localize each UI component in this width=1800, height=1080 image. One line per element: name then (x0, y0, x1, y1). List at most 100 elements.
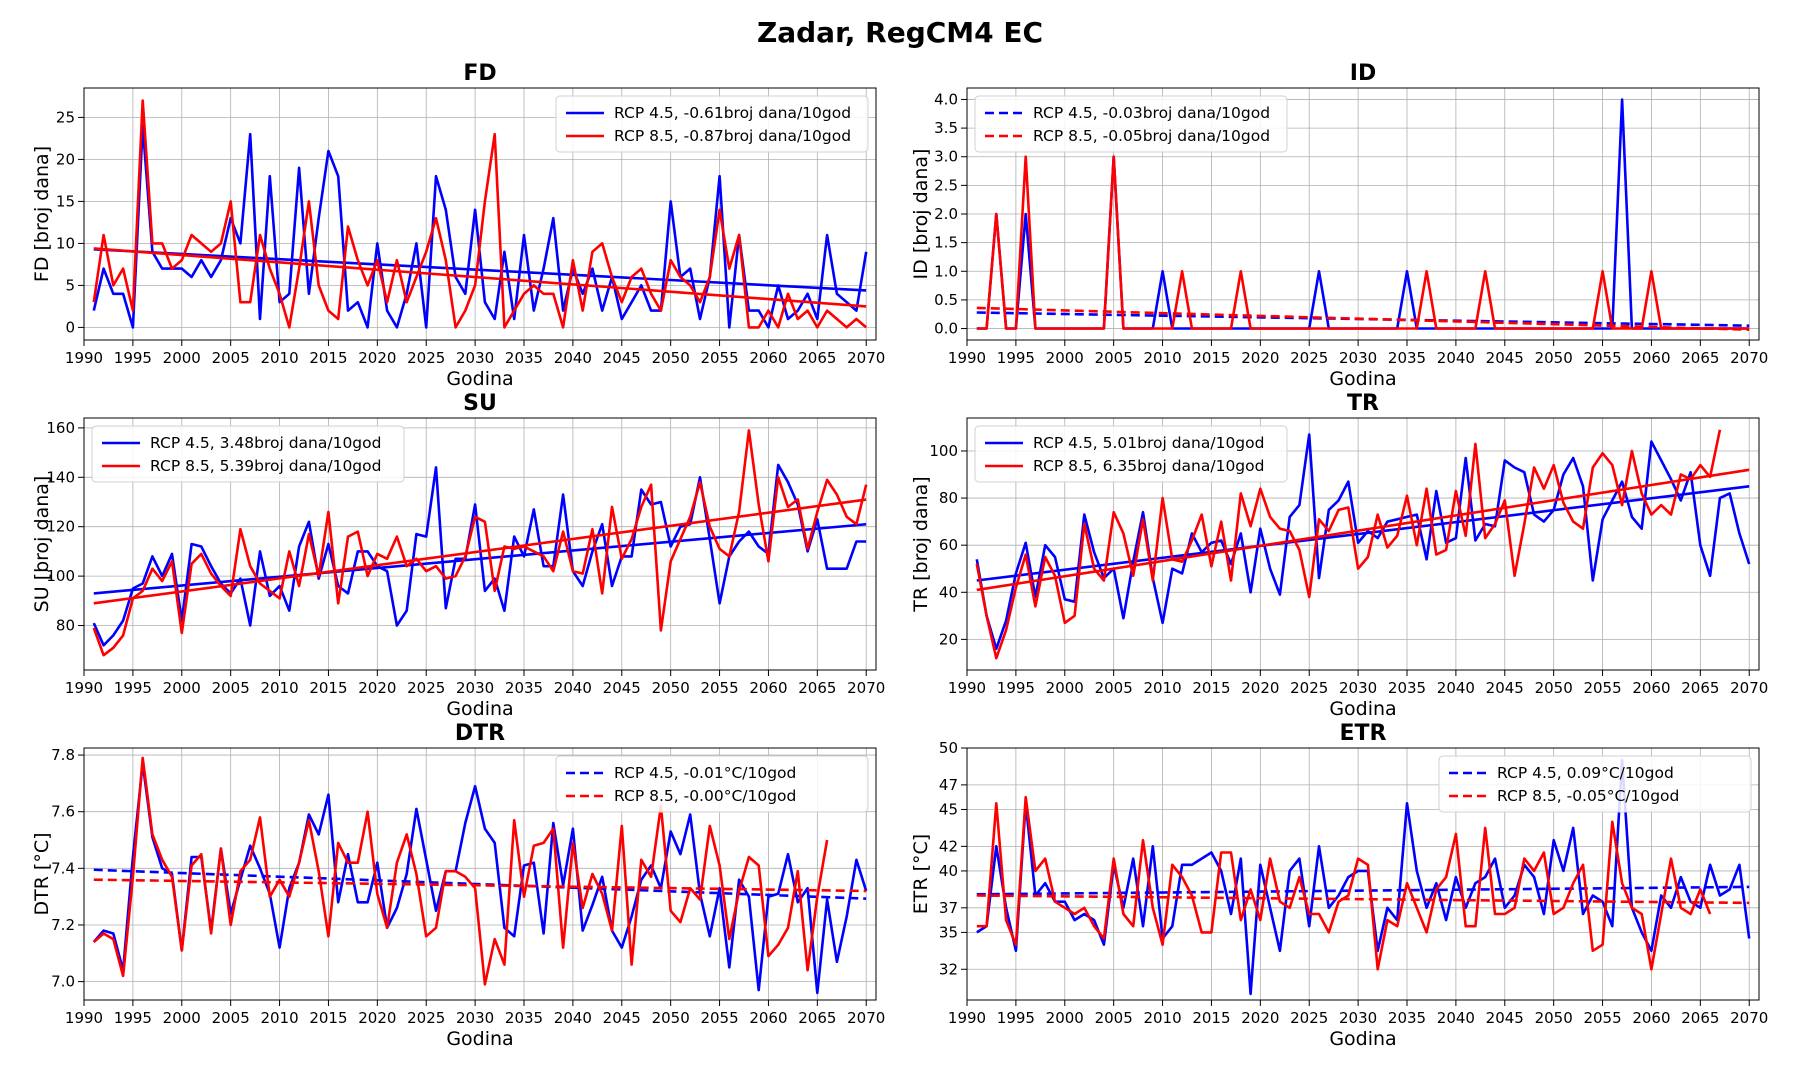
legend-entry: RCP 4.5, -0.61broj dana/10god (614, 104, 851, 122)
x-tick-label: 2020 (1241, 1009, 1279, 1027)
x-tick-label: 2055 (1583, 349, 1621, 367)
x-tick-label: 2065 (798, 1009, 836, 1027)
x-tick-label: 2030 (1339, 349, 1377, 367)
x-tick-label: 2045 (603, 679, 641, 697)
x-tick-label: 2035 (1388, 679, 1426, 697)
series-line-rcp45 (92, 463, 867, 647)
x-tick-label: 1990 (948, 679, 986, 697)
x-tick-label: 2045 (1486, 1009, 1524, 1027)
trend-line-rcp85 (976, 306, 1750, 331)
panel-title: DTR (455, 721, 505, 746)
plot-area (92, 756, 868, 995)
legend-entry: RCP 8.5, -0.05°C/10god (1497, 787, 1679, 805)
trend-line-rcp45 (93, 522, 867, 595)
legend: RCP 4.5, -0.03broj dana/10god RCP 8.5, -0… (974, 95, 1288, 153)
panel-title: FD (463, 61, 496, 86)
x-axis-label: Godina (1329, 698, 1396, 720)
series-line-rcp85 (975, 429, 1722, 660)
plot-area (92, 429, 868, 657)
y-tick-label: 0.5 (934, 291, 958, 309)
x-tick-label: 2000 (1046, 349, 1084, 367)
x-tick-label: 1995 (997, 1009, 1035, 1027)
x-tick-label: 2050 (652, 349, 690, 367)
x-tick-label: 2050 (652, 1009, 690, 1027)
x-tick-label: 2065 (1681, 679, 1719, 697)
x-tick-label: 2035 (505, 1009, 543, 1027)
x-tick-label: 2030 (456, 679, 494, 697)
trend-line-rcp85 (93, 878, 867, 893)
y-tick-label: 40 (939, 862, 958, 880)
x-axis-label: Godina (446, 1028, 513, 1050)
chart-dtr: 1990 1995 2000 2005 2010 2015 2020 2025 2030 2035… (31, 721, 885, 1050)
legend-entry: RCP 4.5, 0.09°C/10god (1497, 764, 1674, 782)
x-axis-label: Godina (1329, 368, 1396, 390)
x-tick-label: 2020 (1241, 349, 1279, 367)
chart-tr: 1990 1995 2000 2005 2010 2015 2020 2025 2030 2035… (910, 391, 1768, 720)
x-tick-label: 2020 (358, 679, 396, 697)
x-tick-label: 2015 (309, 349, 347, 367)
x-tick-label: 2030 (456, 349, 494, 367)
y-tick-label: 3.5 (934, 119, 958, 137)
y-tick-label: 4.0 (934, 90, 958, 108)
x-tick-label: 2050 (652, 679, 690, 697)
series-line-rcp45 (92, 124, 868, 329)
legend: RCP 4.5, 5.01broj dana/10god RCP 8.5, 6.3… (974, 425, 1288, 483)
y-tick-label: 7.0 (51, 973, 75, 991)
x-tick-label: 2005 (1095, 1009, 1133, 1027)
x-tick-label: 2025 (1290, 349, 1328, 367)
legend-entry: RCP 4.5, 3.48broj dana/10god (150, 434, 381, 452)
axes-frame (966, 87, 1760, 341)
panel-title: TR (1347, 391, 1379, 416)
y-tick-label: 7.6 (51, 803, 75, 821)
trend-line-rcp45 (976, 885, 1750, 896)
axes-frame (966, 747, 1760, 1001)
x-tick-label: 2030 (456, 1009, 494, 1027)
y-tick-label: 35 (939, 923, 958, 941)
y-tick-label: 3.0 (934, 148, 958, 166)
x-tick-label: 1990 (65, 1009, 103, 1027)
x-tick-label: 2040 (554, 679, 592, 697)
y-tick-label: 20 (56, 150, 75, 168)
x-tick-label: 2040 (1437, 349, 1475, 367)
series-line-rcp85 (92, 429, 868, 657)
chart-etr: 1990 1995 2000 2005 2010 2015 2020 2025 2030 2035… (910, 721, 1768, 1050)
legend-entry: RCP 4.5, 5.01broj dana/10god (1033, 434, 1264, 452)
x-tick-label: 2035 (505, 349, 543, 367)
y-tick-label: 1.0 (934, 262, 958, 280)
series-line-rcp85 (976, 795, 1712, 971)
y-tick-label: 50 (939, 739, 958, 757)
x-tick-label: 2020 (358, 349, 396, 367)
y-tick-label: 0.0 (934, 320, 958, 338)
panel-title: ID (1350, 61, 1376, 86)
panel-title: SU (463, 391, 497, 416)
axes-frame (966, 417, 1760, 671)
chart-su: 1990 1995 2000 2005 2010 2015 2020 2025 2030 2035… (31, 391, 885, 720)
x-tick-label: 1995 (997, 349, 1035, 367)
x-tick-label: 2035 (505, 679, 543, 697)
y-tick-label: 20 (939, 630, 958, 648)
y-tick-label: 32 (939, 960, 958, 978)
x-tick-label: 2030 (1339, 1009, 1377, 1027)
x-tick-label: 2025 (407, 679, 445, 697)
y-tick-label: 80 (939, 489, 958, 507)
legend-entry: RCP 4.5, -0.01°C/10god (614, 764, 796, 782)
panel-title: ETR (1340, 721, 1387, 746)
legend-box (974, 425, 1288, 483)
y-tick-label: 7.2 (51, 916, 75, 934)
y-tick-label: 7.4 (51, 859, 75, 877)
x-tick-label: 2005 (1095, 679, 1133, 697)
x-tick-label: 2060 (749, 679, 787, 697)
axes-frame (83, 417, 877, 671)
x-tick-label: 1995 (114, 679, 152, 697)
legend-entry: RCP 8.5, 6.35broj dana/10god (1033, 457, 1264, 475)
x-tick-label: 2010 (1143, 679, 1181, 697)
x-tick-label: 2020 (358, 1009, 396, 1027)
x-tick-label: 2010 (1143, 1009, 1181, 1027)
x-tick-label: 2025 (407, 1009, 445, 1027)
x-tick-label: 2060 (1632, 679, 1670, 697)
legend-entry: RCP 8.5, 5.39broj dana/10god (150, 457, 381, 475)
y-axis-label: ETR [°C] (910, 834, 932, 914)
axes-frame (83, 747, 877, 1001)
x-tick-label: 2000 (163, 349, 201, 367)
